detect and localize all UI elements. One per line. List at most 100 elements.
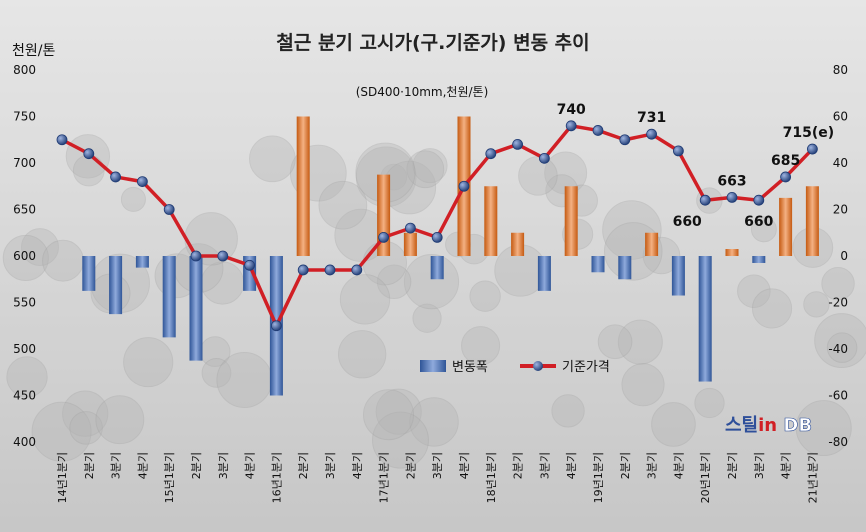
right-axis: -80 -60 -40 -20 0 20 40 60 80 xyxy=(828,63,848,449)
data-label: 663 xyxy=(717,173,746,189)
x-tick-label: 2분기 xyxy=(619,452,632,479)
price-point xyxy=(646,128,657,140)
price-point xyxy=(592,125,604,136)
texture-circle xyxy=(403,254,460,310)
price-point xyxy=(458,180,470,192)
x-tick-label: 14년1분기 xyxy=(56,452,69,503)
x-tick-label: 3분기 xyxy=(646,452,659,479)
right-tick-label: -80 xyxy=(828,435,848,449)
bar xyxy=(618,256,632,280)
x-tick-label: 2분기 xyxy=(297,452,310,479)
price-point xyxy=(780,171,791,183)
price-point xyxy=(619,134,631,146)
texture-circle xyxy=(201,358,232,388)
bar xyxy=(430,256,444,280)
x-tick-label: 3분기 xyxy=(217,452,230,479)
texture-circle xyxy=(6,356,48,398)
x-tick-label: 3분기 xyxy=(753,452,766,479)
right-tick-label: 40 xyxy=(833,156,848,170)
right-tick-label: 60 xyxy=(833,110,848,124)
texture-circle xyxy=(406,150,445,189)
texture-circle xyxy=(597,324,633,360)
x-tick-label: 15년1분기 xyxy=(163,452,176,503)
left-tick-label: 450 xyxy=(13,389,36,403)
x-tick-label: 3분기 xyxy=(538,452,551,479)
price-point xyxy=(217,250,229,262)
right-tick-label: -40 xyxy=(828,342,848,356)
x-tick-label: 4분기 xyxy=(780,452,793,479)
texture-circle xyxy=(469,280,501,312)
texture-circle xyxy=(409,397,459,447)
bar xyxy=(296,116,310,256)
x-tick-label: 2분기 xyxy=(404,452,417,479)
bar xyxy=(82,256,96,291)
price-point xyxy=(324,264,336,276)
price-point xyxy=(699,194,711,206)
texture-circle xyxy=(123,337,174,388)
x-tick-label: 2분기 xyxy=(726,452,739,479)
bar xyxy=(537,256,551,291)
texture-circle xyxy=(318,180,368,230)
bar xyxy=(645,232,659,256)
price-point xyxy=(83,148,95,160)
bar xyxy=(698,256,712,382)
texture-circle xyxy=(551,394,585,428)
price-point xyxy=(244,259,256,271)
bar xyxy=(779,197,793,256)
texture-circle xyxy=(737,274,771,308)
legend-bar-swatch xyxy=(420,360,446,372)
price-point xyxy=(351,264,363,276)
data-label: 660 xyxy=(673,214,702,230)
texture-circle xyxy=(21,228,59,267)
x-tick-label: 2분기 xyxy=(190,452,203,479)
chart-subtitle: (SD400·10mm,천원/톤) xyxy=(356,84,489,99)
price-point xyxy=(110,171,121,183)
texture-circle xyxy=(803,291,830,318)
price-point xyxy=(297,264,309,276)
data-label: 660 xyxy=(744,214,773,230)
texture-circle xyxy=(651,402,696,447)
texture-circle xyxy=(750,216,777,243)
watermark-logo: 스틸in DB xyxy=(725,415,812,437)
price-point xyxy=(56,134,68,146)
x-tick-label: 21년1분기 xyxy=(806,452,819,503)
bar xyxy=(484,186,498,256)
texture-circle xyxy=(694,387,725,419)
right-tick-label: 0 xyxy=(840,249,848,263)
left-axis-label: 천원/톤 xyxy=(12,43,55,59)
texture-circle xyxy=(249,135,296,183)
x-tick-label: 3분기 xyxy=(324,452,337,479)
data-label: 715(e) xyxy=(783,125,835,141)
price-point xyxy=(807,143,818,155)
x-tick-label: 4분기 xyxy=(244,452,257,479)
texture-circle xyxy=(338,330,387,379)
left-tick-label: 650 xyxy=(13,203,36,217)
data-label: 731 xyxy=(637,110,666,126)
x-tick-label: 20년1분기 xyxy=(699,452,712,503)
x-tick-label: 2분기 xyxy=(83,452,96,479)
texture-circle xyxy=(821,267,855,301)
price-point xyxy=(270,320,282,332)
data-labels: 740 731 660 663 660 685 715(e) xyxy=(557,102,835,230)
texture-circle xyxy=(95,395,145,445)
texture-circle xyxy=(621,363,665,407)
x-tick-label: 3분기 xyxy=(431,452,444,479)
left-tick-label: 400 xyxy=(13,435,36,449)
texture-circle xyxy=(826,332,858,363)
legend: 변동폭 기준가격 xyxy=(420,360,610,375)
price-point xyxy=(753,194,765,206)
left-tick-label: 500 xyxy=(13,342,36,356)
right-tick-label: -60 xyxy=(828,389,848,403)
price-point xyxy=(404,222,416,234)
line-series xyxy=(56,120,818,332)
texture-circle xyxy=(62,390,109,437)
texture-circle xyxy=(814,313,866,368)
legend-line-marker xyxy=(533,361,543,371)
left-axis: 400 450 500 550 600 650 700 750 800 xyxy=(13,63,36,449)
texture-circle xyxy=(2,234,49,281)
texture-circle xyxy=(461,326,501,366)
texture-circle xyxy=(31,401,92,462)
x-axis: 14년1분기 2분기 3분기 4분기 15년1분기 2분기 3분기 4분기 16년1분기 2분기 3… xyxy=(56,452,819,503)
texture-circle xyxy=(412,148,448,184)
